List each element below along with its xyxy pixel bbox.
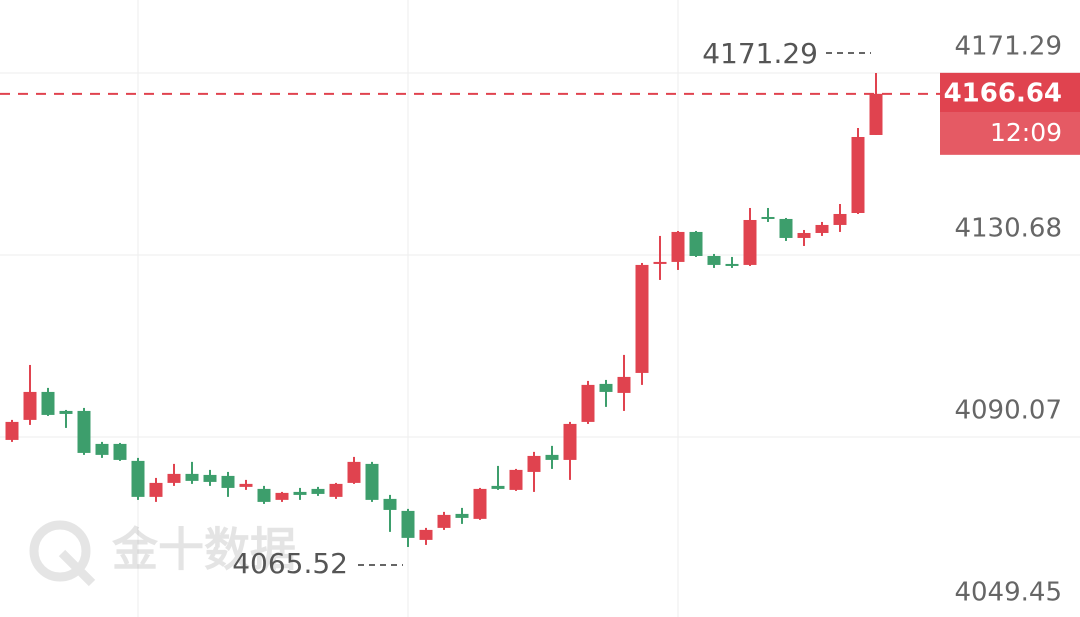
candle-body <box>203 474 217 482</box>
candle-body <box>671 231 685 262</box>
candle-body <box>329 483 343 497</box>
candle-body <box>617 376 631 393</box>
candle-body <box>383 498 397 510</box>
y-tick-label: 4090.07 <box>954 395 1062 425</box>
candle-body <box>167 473 181 483</box>
candle-body <box>347 461 361 483</box>
candle-body <box>653 261 667 264</box>
candle-body <box>311 488 325 494</box>
candle-body <box>437 514 451 528</box>
watermark: 金十数据 <box>111 523 296 577</box>
candle-body <box>95 443 109 455</box>
last-price-label: 4166.64 <box>944 78 1062 108</box>
candle-body <box>599 383 613 392</box>
candle-body <box>419 529 433 540</box>
candle-body <box>5 421 19 440</box>
candle-body <box>581 384 595 422</box>
candle-body <box>527 455 541 472</box>
candle-body <box>545 454 559 460</box>
watermark-logo <box>29 520 96 587</box>
candle-body <box>365 463 379 500</box>
candle-body <box>491 485 505 489</box>
candle-body <box>761 216 775 219</box>
candle-body <box>239 483 253 487</box>
countdown-label: 12:09 <box>990 118 1062 147</box>
candle-body <box>77 410 91 453</box>
candle-body <box>401 510 415 538</box>
candle-body <box>833 213 847 225</box>
candle-body <box>635 264 649 373</box>
candle-body <box>275 492 289 500</box>
candle-body <box>473 488 487 519</box>
candle-body <box>797 232 811 238</box>
candle-body <box>293 491 307 495</box>
candle-body <box>707 255 721 265</box>
candle-body <box>869 93 883 135</box>
candle-body <box>563 423 577 460</box>
candle-body <box>455 513 469 518</box>
candle-body <box>23 391 37 420</box>
candle-body <box>41 391 55 415</box>
candle-body <box>113 443 127 460</box>
min-annotation: 4065.52 <box>232 547 348 580</box>
candle-body <box>131 460 145 497</box>
candle-body <box>185 473 199 481</box>
last-price-box <box>940 72 1080 113</box>
candle-body <box>725 263 739 266</box>
candle-body <box>509 469 523 490</box>
candle-body <box>257 488 271 502</box>
candle-body <box>689 231 703 256</box>
y-tick-label: 4130.68 <box>954 213 1062 243</box>
candle-body <box>851 136 865 213</box>
countdown-box <box>940 112 1080 155</box>
max-annotation: 4171.29 <box>702 37 818 70</box>
candle-body <box>59 410 73 414</box>
candle-body <box>221 475 235 488</box>
candle-body <box>149 482 163 497</box>
candle-body <box>743 219 757 265</box>
candle-body <box>779 218 793 238</box>
y-tick-label: 4049.45 <box>954 578 1062 608</box>
candle-body <box>815 224 829 233</box>
y-tick-label: 4171.29 <box>954 32 1062 62</box>
